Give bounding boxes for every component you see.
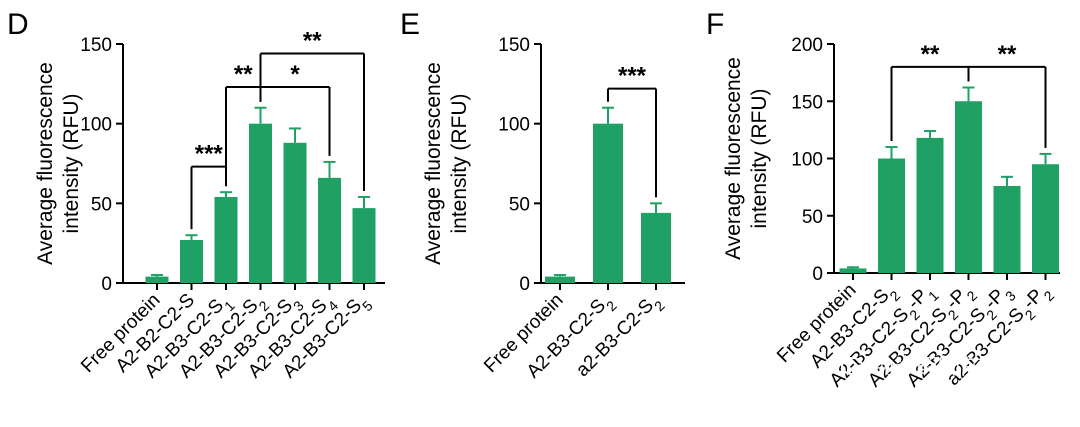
y-tick-label: 150 — [498, 35, 530, 56]
y-tick-label: 100 — [80, 115, 112, 136]
y-tick-label: 50 — [509, 194, 530, 215]
significance-label: ** — [921, 41, 940, 68]
significance-label: *** — [195, 141, 224, 168]
y-tick-label: 100 — [791, 150, 823, 171]
significance-label: ** — [303, 28, 322, 55]
wechat-icon-bubble — [852, 364, 870, 380]
bar — [878, 158, 905, 273]
bar — [214, 196, 238, 283]
wechat-icon — [841, 357, 870, 380]
bar — [839, 268, 867, 273]
bar — [641, 212, 671, 283]
bar — [1032, 164, 1059, 273]
y-tick-label: 0 — [519, 274, 530, 295]
bar — [145, 276, 169, 283]
bar — [955, 101, 982, 273]
significance-label: ** — [998, 41, 1017, 68]
y-tick-label: 100 — [498, 115, 530, 136]
y-axis-title-line: intensity (RFU) — [448, 93, 471, 233]
bar — [993, 185, 1021, 273]
y-axis-title-line: intensity (RFU) — [60, 93, 83, 233]
y-axis-title-line: Average fluorescence — [422, 62, 445, 265]
bar — [593, 123, 623, 284]
watermark: 纳米药物前沿 — [841, 355, 1004, 380]
y-tick-label: 150 — [80, 35, 112, 56]
bar — [318, 177, 341, 283]
y-tick-label: 0 — [101, 274, 112, 295]
bar — [180, 239, 203, 283]
y-tick-label: 150 — [791, 92, 823, 113]
y-tick-label: 50 — [91, 194, 112, 215]
bar — [249, 123, 272, 284]
y-axis-title-line: intensity (RFU) — [748, 88, 771, 228]
y-axis-title-line: Average fluorescence — [722, 57, 745, 260]
y-tick-label: 50 — [802, 207, 823, 228]
panel-letter: D — [7, 8, 29, 41]
bar — [352, 208, 376, 283]
chart-panel-f: F 0 50 100 150 200 Average fluorescence intensi… — [706, 8, 1060, 391]
y-tick-label: 200 — [791, 35, 823, 56]
significance-label: *** — [618, 63, 647, 90]
panel-letter: F — [706, 8, 724, 41]
significance-label: ** — [234, 61, 253, 88]
bar — [545, 276, 575, 283]
significance-label: * — [290, 61, 300, 88]
y-axis-title-line: Average fluorescence — [34, 62, 57, 265]
y-tick-label: 0 — [812, 264, 823, 285]
watermark-text: 纳米药物前沿 — [872, 355, 1004, 380]
bar — [916, 137, 944, 273]
panel-letter: E — [400, 8, 420, 41]
chart-panel-e: E 0 50 100 150 Average fluorescence intensity … — [400, 8, 685, 382]
chart-panel-d: D 0 50 100 150 Average fluorescence intensity … — [7, 8, 385, 382]
bar — [283, 142, 307, 283]
